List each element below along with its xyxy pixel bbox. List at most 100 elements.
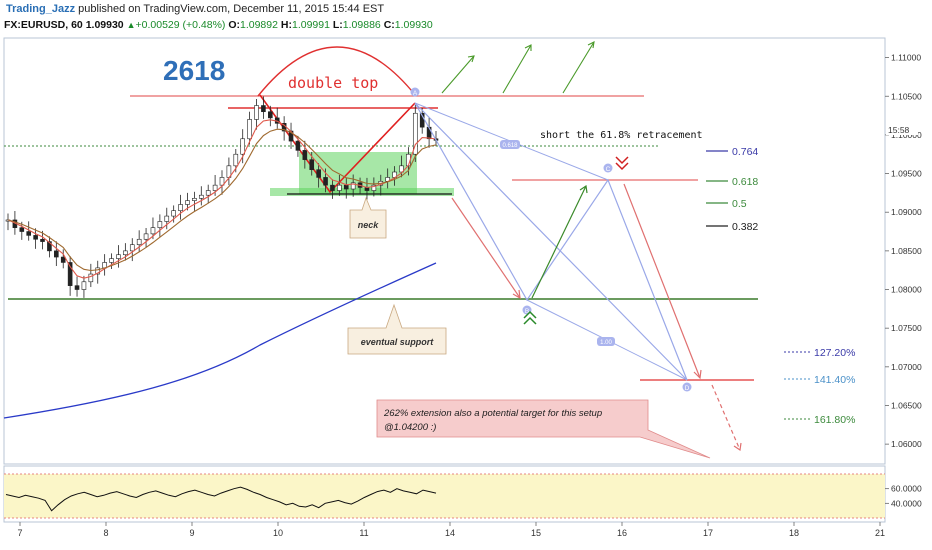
close-value: 1.09930 bbox=[394, 19, 433, 31]
fib-level-label: 0.618 bbox=[732, 176, 758, 188]
sma-200-line bbox=[3, 262, 437, 419]
price-chart[interactable]: 1.110001.105001.100001.095001.090001.085… bbox=[0, 36, 932, 550]
close-label: C: bbox=[383, 19, 395, 31]
x-tick-label: 18 bbox=[789, 528, 799, 538]
candle-body bbox=[412, 112, 418, 155]
neck-callout bbox=[349, 196, 387, 239]
fib-number-label: 2618 bbox=[163, 55, 225, 86]
candle-body bbox=[240, 138, 246, 155]
candle-body bbox=[19, 227, 25, 232]
candle-body bbox=[219, 177, 225, 186]
fib-level-label: 0.382 bbox=[732, 221, 758, 233]
chevron-up-icon bbox=[523, 310, 537, 325]
x-tick-label: 10 bbox=[273, 528, 283, 538]
candle-body bbox=[81, 281, 87, 290]
candle-series bbox=[5, 96, 439, 298]
low-value: 1.09886 bbox=[342, 19, 381, 31]
high-label: H: bbox=[280, 19, 292, 31]
candle-body bbox=[116, 254, 121, 259]
x-tick-label: 7 bbox=[17, 528, 22, 538]
change-value: +0.00529 (+0.48%) bbox=[135, 19, 226, 31]
support-label: eventual support bbox=[361, 337, 435, 347]
candle-body bbox=[143, 233, 149, 240]
candle-body bbox=[33, 235, 38, 240]
y-tick-label: 1.08500 bbox=[891, 246, 922, 256]
double-top-arc bbox=[257, 46, 417, 97]
candle-body bbox=[343, 184, 349, 190]
fib-extension-levels: 127.20% 141.40% 161.80% bbox=[784, 347, 855, 426]
high-value: 1.09991 bbox=[291, 19, 330, 31]
neck-label: neck bbox=[358, 220, 380, 230]
pattern-points: A B C D 0.618 1.00 bbox=[410, 87, 692, 392]
candle-body bbox=[47, 241, 52, 252]
candle-body bbox=[309, 159, 315, 170]
rsi-line bbox=[5, 486, 437, 512]
candle-body bbox=[371, 184, 377, 191]
candle-body bbox=[247, 119, 252, 140]
bullish-path bbox=[531, 184, 588, 299]
ohlc-line: FX:EURUSD, 60 1.09930 ▲+0.00529 (+0.48%)… bbox=[4, 19, 433, 31]
ema-red-line bbox=[7, 119, 437, 279]
point-a-marker bbox=[410, 87, 420, 97]
candle-body bbox=[88, 273, 94, 283]
fib-retracement-levels: 0.764 0.618 0.5 0.382 bbox=[706, 146, 758, 233]
up-triangle-icon: ▲ bbox=[126, 20, 136, 30]
candle-body bbox=[268, 111, 273, 119]
candle-body bbox=[74, 285, 80, 290]
price-value: 1.09930 bbox=[85, 19, 124, 31]
fib-level-label: 0.5 bbox=[732, 198, 747, 210]
y-tick-label: 1.09500 bbox=[891, 169, 922, 179]
candle-body bbox=[399, 165, 404, 173]
x-tick-label: 11 bbox=[359, 528, 368, 538]
bearish-path bbox=[451, 183, 742, 452]
point-d-label: D bbox=[685, 385, 690, 392]
x-tick-label: 8 bbox=[103, 528, 108, 538]
y-tick-label: 1.10500 bbox=[891, 91, 922, 101]
neck-zone bbox=[270, 188, 454, 196]
time-badge bbox=[886, 123, 918, 135]
candle-body bbox=[150, 227, 156, 235]
symbol-label: FX:EURUSD, 60 bbox=[4, 19, 83, 31]
x-tick-label: 17 bbox=[703, 528, 713, 538]
open-value: 1.09892 bbox=[240, 19, 278, 31]
candle-body bbox=[261, 105, 266, 113]
candle-body bbox=[54, 250, 59, 258]
candle-body bbox=[316, 169, 321, 178]
ratio-label-2: 1.00 bbox=[600, 340, 612, 346]
x-tick-label: 14 bbox=[445, 528, 455, 538]
candle-body bbox=[192, 197, 197, 201]
candle-body bbox=[205, 190, 211, 196]
point-d-marker bbox=[682, 382, 692, 392]
ext-level-label: 127.20% bbox=[814, 347, 855, 359]
y-tick-label: 1.07000 bbox=[891, 362, 922, 372]
rsi-band bbox=[4, 474, 885, 518]
double-top-label: double top bbox=[288, 74, 378, 92]
author-link[interactable]: Trading_Jazz bbox=[6, 3, 76, 15]
rsi-axis: 60.0000 40.0000 bbox=[885, 484, 922, 508]
price-axis: 1.110001.105001.100001.095001.090001.085… bbox=[885, 53, 922, 449]
x-tick-label: 9 bbox=[189, 528, 194, 538]
candle-body bbox=[302, 150, 308, 160]
y-tick-label: 1.08000 bbox=[891, 285, 922, 295]
candle-body bbox=[337, 184, 342, 191]
fib-level-label: 0.764 bbox=[732, 146, 758, 158]
candle-body bbox=[233, 153, 239, 167]
y-tick-label: 1.06500 bbox=[891, 400, 922, 410]
main-pane[interactable] bbox=[3, 37, 886, 465]
candle-body bbox=[295, 140, 301, 151]
time-axis: 7 8 9 10 11 14 15 16 17 18 21 bbox=[17, 522, 885, 538]
x-tick-label: 16 bbox=[617, 528, 627, 538]
y-tick-label: 1.09000 bbox=[891, 207, 922, 217]
ema-brown-line bbox=[7, 128, 437, 272]
ratio-label-1: 0.618 bbox=[502, 143, 518, 149]
publish-info: published on TradingView.com, December 1… bbox=[78, 3, 385, 15]
extension-note-line2: @1.04200 :) bbox=[384, 422, 436, 433]
time-label: 15:58 bbox=[888, 125, 910, 135]
short-note: short the 61.8% retracement bbox=[540, 130, 703, 141]
candle-body bbox=[40, 238, 45, 242]
chart-header: Trading_Jazz published on TradingView.co… bbox=[0, 0, 932, 36]
candle-body bbox=[171, 210, 176, 217]
low-label: L: bbox=[332, 19, 343, 31]
open-label: O: bbox=[228, 19, 240, 31]
candle-body bbox=[123, 250, 128, 256]
